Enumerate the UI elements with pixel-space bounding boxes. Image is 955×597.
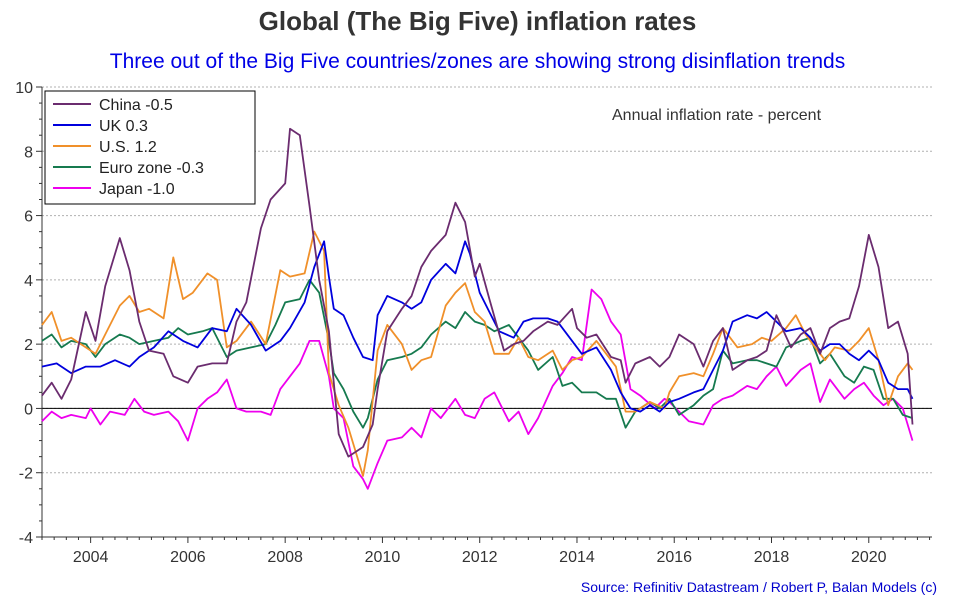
- x-tick-label: 2016: [656, 549, 692, 566]
- x-tick-label: 2020: [851, 549, 887, 566]
- annotation-label: Annual inflation rate - percent: [612, 107, 822, 124]
- legend-box: [44, 90, 256, 205]
- legend-label: China -0.5: [99, 97, 173, 114]
- legend-label: UK 0.3: [99, 118, 148, 135]
- legend-label: Japan -1.0: [99, 181, 175, 198]
- y-tick-label: 0: [24, 401, 33, 418]
- source-credit: Source: Refinitiv Datastream / Robert P,…: [580, 579, 937, 595]
- x-tick-label: 2012: [462, 549, 498, 566]
- series-line-china-0-5: [41, 127, 914, 458]
- y-tick-label: 6: [24, 209, 33, 226]
- series-line-u-s-1-2: [41, 230, 914, 477]
- y-tick-label: 4: [24, 273, 33, 290]
- legend-label: Euro zone -0.3: [99, 160, 204, 177]
- x-tick-label: 2010: [365, 549, 401, 566]
- y-tick-label: 10: [15, 80, 33, 97]
- series-line-uk-0-3: [41, 240, 914, 413]
- x-tick-label: 2008: [267, 549, 303, 566]
- chart-title: Global (The Big Five) inflation rates: [258, 6, 697, 36]
- x-tick-label: 2006: [170, 549, 206, 566]
- y-tick-label: 8: [24, 144, 33, 161]
- legend-label: U.S. 1.2: [99, 139, 157, 156]
- y-tick-label: -2: [19, 466, 33, 483]
- chart-subtitle: Three out of the Big Five countries/zone…: [109, 50, 846, 73]
- y-tick-label: -4: [19, 530, 33, 547]
- x-tick-label: 2018: [754, 549, 790, 566]
- series-line-japan-1-0: [41, 288, 914, 490]
- y-tick-label: 2: [24, 337, 33, 354]
- series-layer: [41, 127, 914, 490]
- x-tick-label: 2014: [559, 549, 595, 566]
- x-tick-label: 2004: [73, 549, 109, 566]
- series-line-euro-zone-0-3: [41, 279, 913, 429]
- axes: -4 -2 0 2 4 6 8 10 2004 2006 2008 2010 2012 2014 2016 2…: [15, 80, 932, 566]
- legend: China -0.5 UK 0.3 U.S. 1.2 Euro zone -0.3 Ja…: [44, 90, 256, 205]
